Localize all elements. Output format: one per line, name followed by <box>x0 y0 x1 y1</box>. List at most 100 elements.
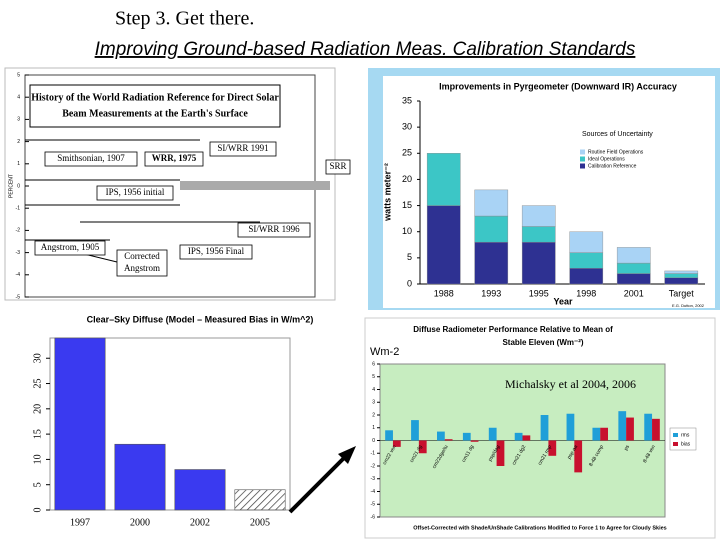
y-tick-label: 0 <box>372 438 375 444</box>
y-tick-label: 15 <box>32 429 43 439</box>
history-label: Angstrom, 1905 <box>41 242 100 252</box>
label-box <box>44 151 138 167</box>
y-tick-label: 1 <box>17 161 20 167</box>
y-tick-label: 10 <box>402 226 412 236</box>
y-tick-label: 10 <box>32 454 43 464</box>
history-label: WRR, 1975 <box>152 153 197 163</box>
bar <box>392 440 401 447</box>
bar-segment <box>426 205 461 285</box>
bar-segment <box>616 273 651 285</box>
y-tick-label: 1 <box>372 425 375 431</box>
bar <box>488 427 497 441</box>
y-tick-label: -3 <box>16 250 21 256</box>
legend-swatch <box>580 149 585 155</box>
legend-label: Routine Field Operations <box>588 149 644 155</box>
legend-swatch <box>673 442 678 446</box>
y-axis-label: watts meter⁻² <box>382 163 392 222</box>
y-axis-label: PERCENT <box>8 174 14 198</box>
y-tick-label: 5 <box>32 482 43 487</box>
y-tick-label: -5 <box>16 294 21 300</box>
chart-title: Diffuse Radiometer Performance Relative … <box>413 325 613 334</box>
bar-segment <box>616 247 651 264</box>
bar <box>600 427 608 441</box>
label-box <box>116 249 168 277</box>
bar-segment <box>521 241 556 285</box>
y-tick-label: -1 <box>371 451 376 457</box>
label-box <box>34 240 106 256</box>
bar-segment <box>616 262 651 274</box>
bar-segment <box>664 273 699 278</box>
bar <box>411 420 419 441</box>
chart-title: Improvements in Pyrgeometer (Downward IR… <box>439 81 677 91</box>
bar-segment <box>521 205 556 227</box>
label-box <box>325 159 351 175</box>
y-tick-label: 3 <box>372 400 375 406</box>
bar-segment <box>569 252 604 269</box>
x-tick-label: 1995 <box>529 288 549 298</box>
y-tick-label: 20 <box>32 404 43 414</box>
bar <box>574 440 583 473</box>
legend-swatch <box>673 433 678 437</box>
bar-segment <box>474 215 509 243</box>
history-label: Smithsonian, 1907 <box>57 153 125 163</box>
bar <box>385 430 393 441</box>
x-tick-label: 1998 <box>576 288 596 298</box>
bar <box>114 443 166 511</box>
legend-title: Sources of Uncertainty <box>582 131 653 138</box>
history-label: Corrected <box>124 251 160 261</box>
chart-title: Clear–Sky Diffuse (Model – Measured Bias… <box>87 314 314 324</box>
legend-swatch <box>580 156 585 162</box>
bar-segment <box>474 189 509 217</box>
history-label: SRR <box>329 161 346 171</box>
bar <box>652 418 660 441</box>
history-label: SI/WRR 1996 <box>248 224 300 234</box>
y-tick-label: 30 <box>402 122 412 132</box>
y-tick-label: -6 <box>371 514 376 520</box>
y-tick-label: 4 <box>17 95 20 101</box>
bar-segment <box>664 277 699 285</box>
bar <box>444 439 453 441</box>
y-tick-label: -4 <box>16 272 21 278</box>
bar-segment <box>664 270 699 274</box>
slide-title: Step 3. Get there. <box>115 8 254 30</box>
bar <box>626 417 634 441</box>
history-label: Angstrom <box>124 263 160 273</box>
x-tick-label: ps <box>623 444 631 452</box>
x-tick-label: 2001 <box>624 288 644 298</box>
bar-segment <box>569 231 604 253</box>
bar-segment <box>521 226 556 243</box>
bar <box>234 489 286 511</box>
legend-swatch <box>580 163 585 169</box>
x-tick-label: 1988 <box>434 288 454 298</box>
y-tick-label: -4 <box>371 489 376 495</box>
bar <box>174 469 226 511</box>
bar <box>548 440 557 456</box>
y-tick-label: -3 <box>371 476 376 482</box>
bar <box>418 440 427 454</box>
history-title: Beam Measurements at the Earth's Surface <box>62 108 248 119</box>
legend-label: Calibration Reference <box>588 163 637 169</box>
x-tick-label: 2005 <box>250 517 270 528</box>
y-tick-label: 0 <box>17 183 20 189</box>
y-tick-label: 35 <box>402 95 412 105</box>
bar <box>540 415 549 441</box>
slide-subtitle: Improving Ground-based Radiation Meas. C… <box>95 39 636 60</box>
y-tick-label: 15 <box>402 200 412 210</box>
history-label: IPS, 1956 Final <box>188 246 245 256</box>
bar <box>54 337 106 511</box>
srr-band <box>180 181 330 190</box>
y-tick-label: 5 <box>407 252 412 262</box>
y-tick-label: 2 <box>17 139 20 145</box>
y-tick-label: 5 <box>372 374 375 380</box>
y-tick-label: 2 <box>372 412 375 418</box>
y-tick-label: -5 <box>371 502 376 508</box>
history-title: History of the World Radiation Reference… <box>31 92 279 103</box>
y-tick-label: -2 <box>16 228 21 234</box>
x-tick-label: 1997 <box>70 517 90 528</box>
label-box <box>144 151 204 167</box>
x-tick-label: 1993 <box>481 288 501 298</box>
history-label: SI/WRR 1991 <box>217 143 268 153</box>
y-tick-label: -2 <box>371 463 376 469</box>
y-tick-label: 0 <box>32 508 43 513</box>
